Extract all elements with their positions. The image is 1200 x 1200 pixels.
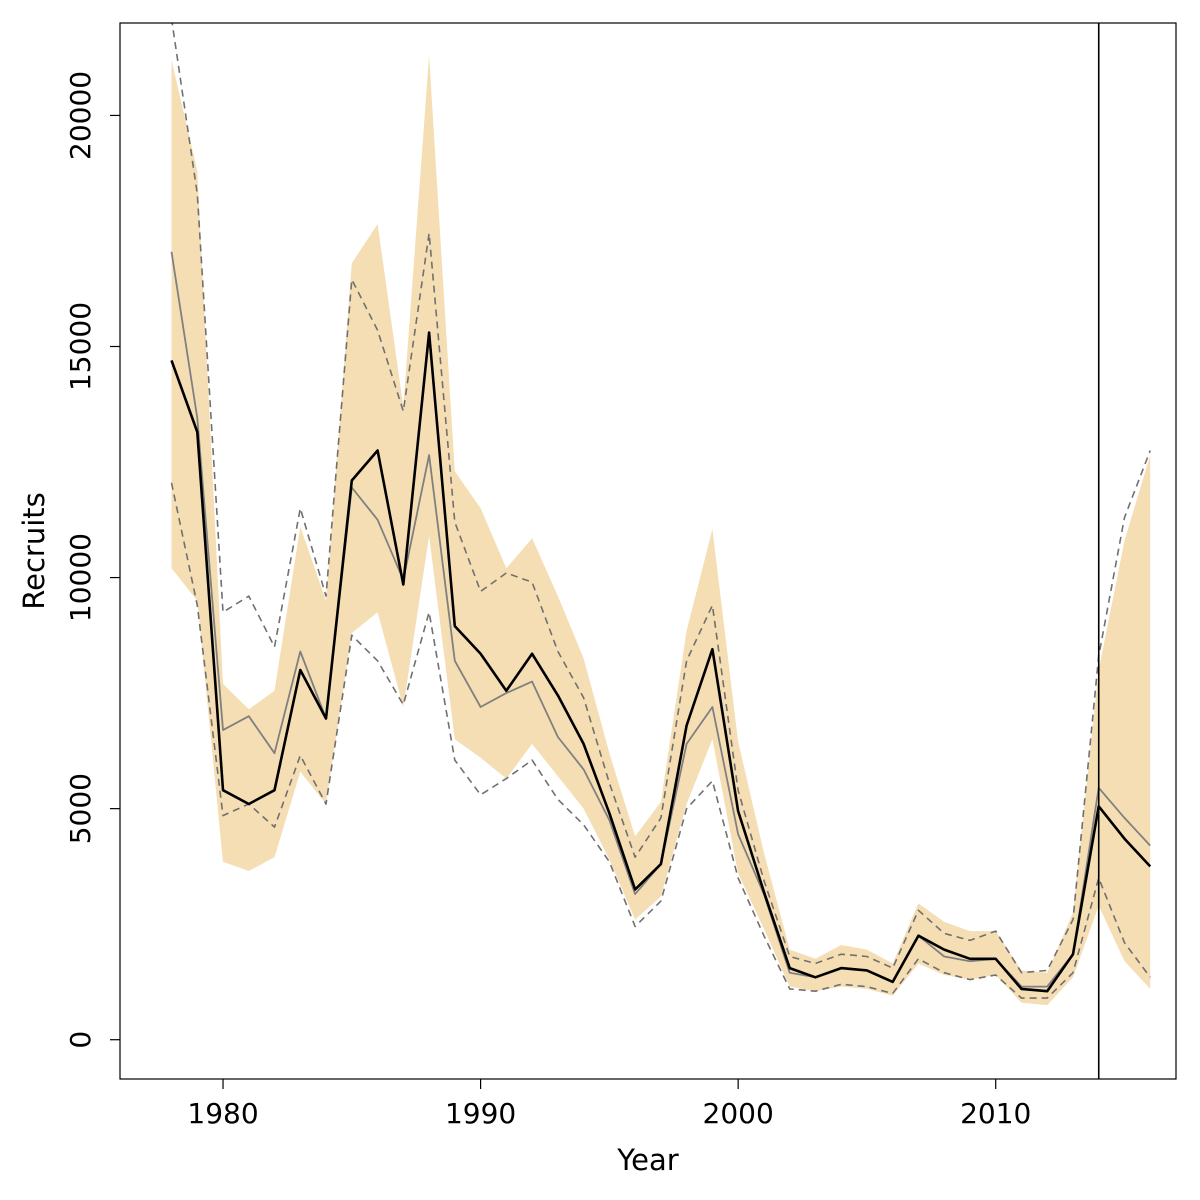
x-tick-label: 2000	[703, 1097, 774, 1130]
series-group	[170, 23, 1152, 1006]
dashed-upper-line	[171, 23, 1151, 974]
y-tick-label: 10000	[64, 533, 97, 622]
dashed-lower-line	[170, 482, 1151, 999]
x-tick-label: 1990	[445, 1097, 516, 1130]
y-tick-label: 20000	[64, 71, 97, 160]
confidence-band	[171, 55, 1151, 1006]
y-tick-label: 15000	[64, 302, 97, 391]
main-estimate-line	[170, 331, 1152, 993]
y-axis-title: Recruits	[17, 492, 51, 609]
y-tick-label: 5000	[64, 773, 97, 844]
x-tick-label: 1980	[187, 1097, 258, 1130]
plot-frame	[119, 22, 1177, 1080]
x-axis-title: Year	[616, 1143, 678, 1177]
x-tick-label: 2010	[960, 1097, 1031, 1130]
plot-area	[170, 23, 1152, 1079]
y-tick-label: 0	[64, 1031, 97, 1049]
axes: 1980 1990 2000 2010 0 5000 10000 15000 20000	[64, 22, 1177, 1130]
